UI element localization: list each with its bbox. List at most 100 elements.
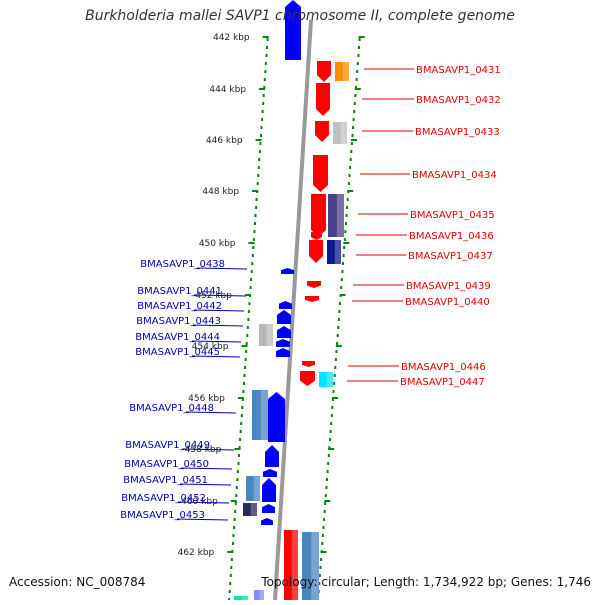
left-track-dot xyxy=(240,422,243,425)
right-track-dot xyxy=(349,166,352,169)
left-track-dot xyxy=(230,558,233,561)
gene-box-grey-shade xyxy=(340,122,347,144)
gene-box-purple xyxy=(328,194,344,237)
right-track-dot xyxy=(323,518,326,521)
left-track-dot xyxy=(257,166,260,169)
forward-gene-label: BMASAVP1_0439 xyxy=(406,281,491,292)
right-track-dot xyxy=(321,542,324,545)
reverse-gene-label: BMASAVP1_0441 xyxy=(137,286,222,297)
right-track-dot xyxy=(352,126,354,129)
left-track-dot xyxy=(233,526,236,529)
right-track-dot xyxy=(329,430,332,433)
left-track-dot xyxy=(248,302,251,305)
reverse-gene-leader xyxy=(191,340,242,343)
left-track-dot xyxy=(253,230,256,233)
gene-box-steelblue xyxy=(246,476,260,501)
left-track-dot xyxy=(241,398,244,401)
reverse-gene-arrow xyxy=(277,310,291,324)
gene-box-cyan-shade xyxy=(326,372,333,387)
scale-label: 458 kbp xyxy=(185,445,222,455)
left-track-dot xyxy=(232,534,235,537)
left-track-dot xyxy=(247,318,250,321)
left-track-dot xyxy=(259,142,262,145)
left-track-dot xyxy=(252,238,255,241)
left-track-dot xyxy=(235,494,238,497)
gene-box-lightblue-shade xyxy=(259,590,264,600)
right-track-dot xyxy=(340,286,343,289)
forward-gene-arrow xyxy=(305,296,319,302)
left-track-dot xyxy=(240,414,243,417)
left-track-dot xyxy=(250,278,253,281)
forward-gene-box-shade xyxy=(291,530,298,600)
left-track-dot xyxy=(239,430,242,433)
forward-gene-arrow xyxy=(316,83,330,116)
reverse-gene-arrow xyxy=(261,518,273,525)
right-track-dot xyxy=(355,78,358,81)
right-track-dot xyxy=(357,54,360,57)
left-track-dot xyxy=(264,62,267,65)
right-track-dot xyxy=(334,366,337,369)
right-track-dot xyxy=(332,390,335,393)
reverse-gene-arrow xyxy=(262,478,276,502)
gene-box-grey xyxy=(333,122,347,144)
left-track-dot xyxy=(255,198,258,201)
reverse-gene-leader xyxy=(193,294,247,297)
left-track-dot xyxy=(254,214,257,217)
right-track-dot xyxy=(326,478,328,481)
right-track-dot xyxy=(327,462,330,465)
left-track-dot xyxy=(266,46,268,49)
left-track-dot xyxy=(260,134,262,137)
gene-box-navy xyxy=(327,240,341,264)
reverse-gene-label: BMASAVP1_0442 xyxy=(137,301,222,312)
right-track-dot xyxy=(352,118,355,121)
reverse-gene-leader xyxy=(191,355,241,358)
gene-box-cyan xyxy=(319,372,333,387)
right-track-dot xyxy=(336,342,339,345)
left-track-dot xyxy=(257,174,260,177)
forward-gene-label: BMASAVP1_0432 xyxy=(416,95,501,106)
scale-label: 462 kbp xyxy=(178,548,215,558)
forward-gene-arrow xyxy=(311,194,326,237)
map-title: Burkholderia mallei SAVP1 chromosome II,… xyxy=(85,8,515,24)
reverse-gene-leader xyxy=(181,448,235,451)
forward-gene-label: BMASAVP1_0447 xyxy=(400,377,485,388)
reverse-gene-label: BMASAVP1_0451 xyxy=(123,475,208,486)
left-track-dot xyxy=(234,510,237,513)
right-track-dot xyxy=(356,62,359,65)
gene-box-lightblue xyxy=(254,590,264,600)
left-track-dot xyxy=(236,478,239,481)
gene-box-teal-shade xyxy=(241,596,248,600)
right-track-dot xyxy=(324,502,327,505)
left-track-dot xyxy=(239,438,242,441)
right-track-dot xyxy=(353,110,356,113)
left-track-dot xyxy=(242,390,245,393)
right-track-dot xyxy=(350,150,353,153)
left-track-dot xyxy=(238,446,241,449)
left-track-dot xyxy=(244,358,247,361)
forward-gene-label: BMASAVP1_0433 xyxy=(415,127,500,138)
gene-box-orange-shade xyxy=(342,62,349,81)
left-track-dot xyxy=(235,486,238,489)
gene-box-grey-shade xyxy=(266,324,273,346)
right-track-dot xyxy=(328,446,331,449)
left-track-dot xyxy=(229,582,232,585)
right-track-dot xyxy=(329,438,331,441)
right-track-dot xyxy=(346,198,349,201)
gene-box-darkpurple-shade xyxy=(250,503,257,516)
right-track-dot xyxy=(348,174,351,177)
right-track-dot xyxy=(331,398,334,401)
right-track-dot xyxy=(338,310,341,313)
forward-gene-arrow xyxy=(311,232,322,240)
reverse-gene-leader xyxy=(176,518,229,521)
left-track-dot xyxy=(265,54,268,57)
reverse-gene-label: BMASAVP1_0448 xyxy=(129,403,214,414)
left-track-dot xyxy=(250,270,253,273)
left-track-dot xyxy=(243,374,246,377)
left-track-dot xyxy=(230,566,233,569)
reverse-gene-arrow xyxy=(263,469,277,477)
left-track-dot xyxy=(251,262,254,265)
right-track-dot xyxy=(342,262,344,265)
left-track-dot xyxy=(260,126,263,129)
right-track-dot xyxy=(327,454,330,457)
right-track-dot xyxy=(331,406,334,409)
